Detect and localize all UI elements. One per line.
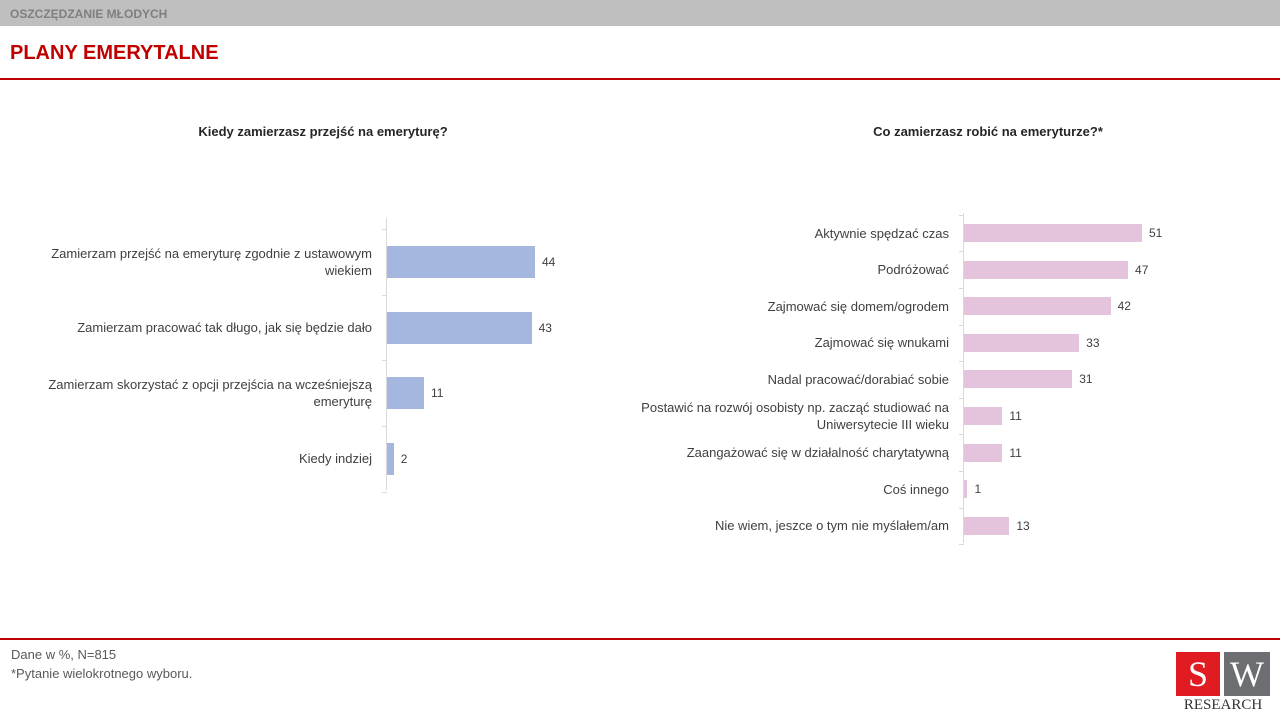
axis-line [386,218,387,490]
axis-tick [382,360,387,362]
logo-text: RESEARCH [1183,697,1263,713]
axis-tick [959,287,964,289]
axis-tick [959,214,964,216]
axis-tick [959,507,964,509]
bar [964,260,1129,279]
bar [964,407,1003,425]
axis-tick [382,229,387,231]
bar [387,377,424,410]
value-label: 2 [400,451,408,466]
axis-tick [382,294,387,296]
footer-note: Dane w %, N=815 [11,647,117,662]
bar [964,443,1003,462]
bar [387,442,394,475]
category-label: Zamierzam skorzystać z opcji przejścia n… [48,377,372,410]
category-label: Coś innego [883,481,949,497]
category-label: Kiedy indziej [299,451,372,467]
section-label: OSZCZĘDZANIE MŁODYCH [10,7,168,21]
value-label: 11 [1009,445,1022,460]
value-label: 13 [1016,518,1030,533]
category-label: Zajmować się wnukami [814,335,949,351]
category-label: Nadal pracować/dorabiać sobie [767,371,949,387]
bar [387,246,535,278]
chart-title: Kiedy zamierzasz przejść na emeryturę? [198,124,448,139]
value-label: 11 [431,386,444,401]
axis-tick [959,434,964,436]
bar [964,480,968,499]
category-label: Zaangażować się w działalność charytatyw… [686,445,949,461]
header-bar [0,0,1280,26]
bar [387,311,532,344]
bar [964,516,1010,535]
value-label: 43 [538,320,552,335]
value-label: 42 [1117,299,1131,314]
logo-w: W [1224,652,1270,696]
axis-tick [959,251,964,253]
category-label: Zamierzam pracować tak długo, jak się bę… [77,320,372,336]
category-label: Postawić na rozwój osobisty np. zacząć s… [641,400,949,432]
value-label: 31 [1079,372,1093,387]
value-label: 47 [1135,262,1149,277]
value-label: 1 [974,482,982,497]
axis-tick [959,397,964,399]
bar [964,333,1080,352]
category-label: Aktywnie spędzać czas [814,225,949,241]
axis-tick [959,544,964,546]
axis-line [963,213,964,543]
axis-tick [959,361,964,363]
footer-note: *Pytanie wielokrotnego wyboru. [11,666,193,681]
slide-title: PLANY EMERYTALNE [10,42,219,64]
axis-tick [959,324,964,326]
category-label: Zajmować się domem/ogrodem [767,298,949,314]
axis-tick [959,470,964,472]
header-rule [0,78,1280,80]
value-label: 44 [542,255,556,269]
bar [964,297,1111,316]
footer-rule [0,638,1280,640]
value-label: 33 [1086,335,1100,350]
axis-tick [382,426,387,427]
category-label: Zamierzam przejść na emeryturę zgodnie z… [51,246,372,278]
value-label: 51 [1149,226,1163,240]
axis-tick [382,491,387,493]
value-label: 11 [1009,409,1022,423]
bar [964,224,1142,242]
bar [964,370,1073,389]
logo-s: S [1176,652,1220,696]
chart-title: Co zamierzasz robić na emeryturze?* [873,124,1103,139]
category-label: Nie wiem, jeszce o tym nie myślałem/am [714,518,949,534]
category-label: Podróżować [877,262,949,278]
